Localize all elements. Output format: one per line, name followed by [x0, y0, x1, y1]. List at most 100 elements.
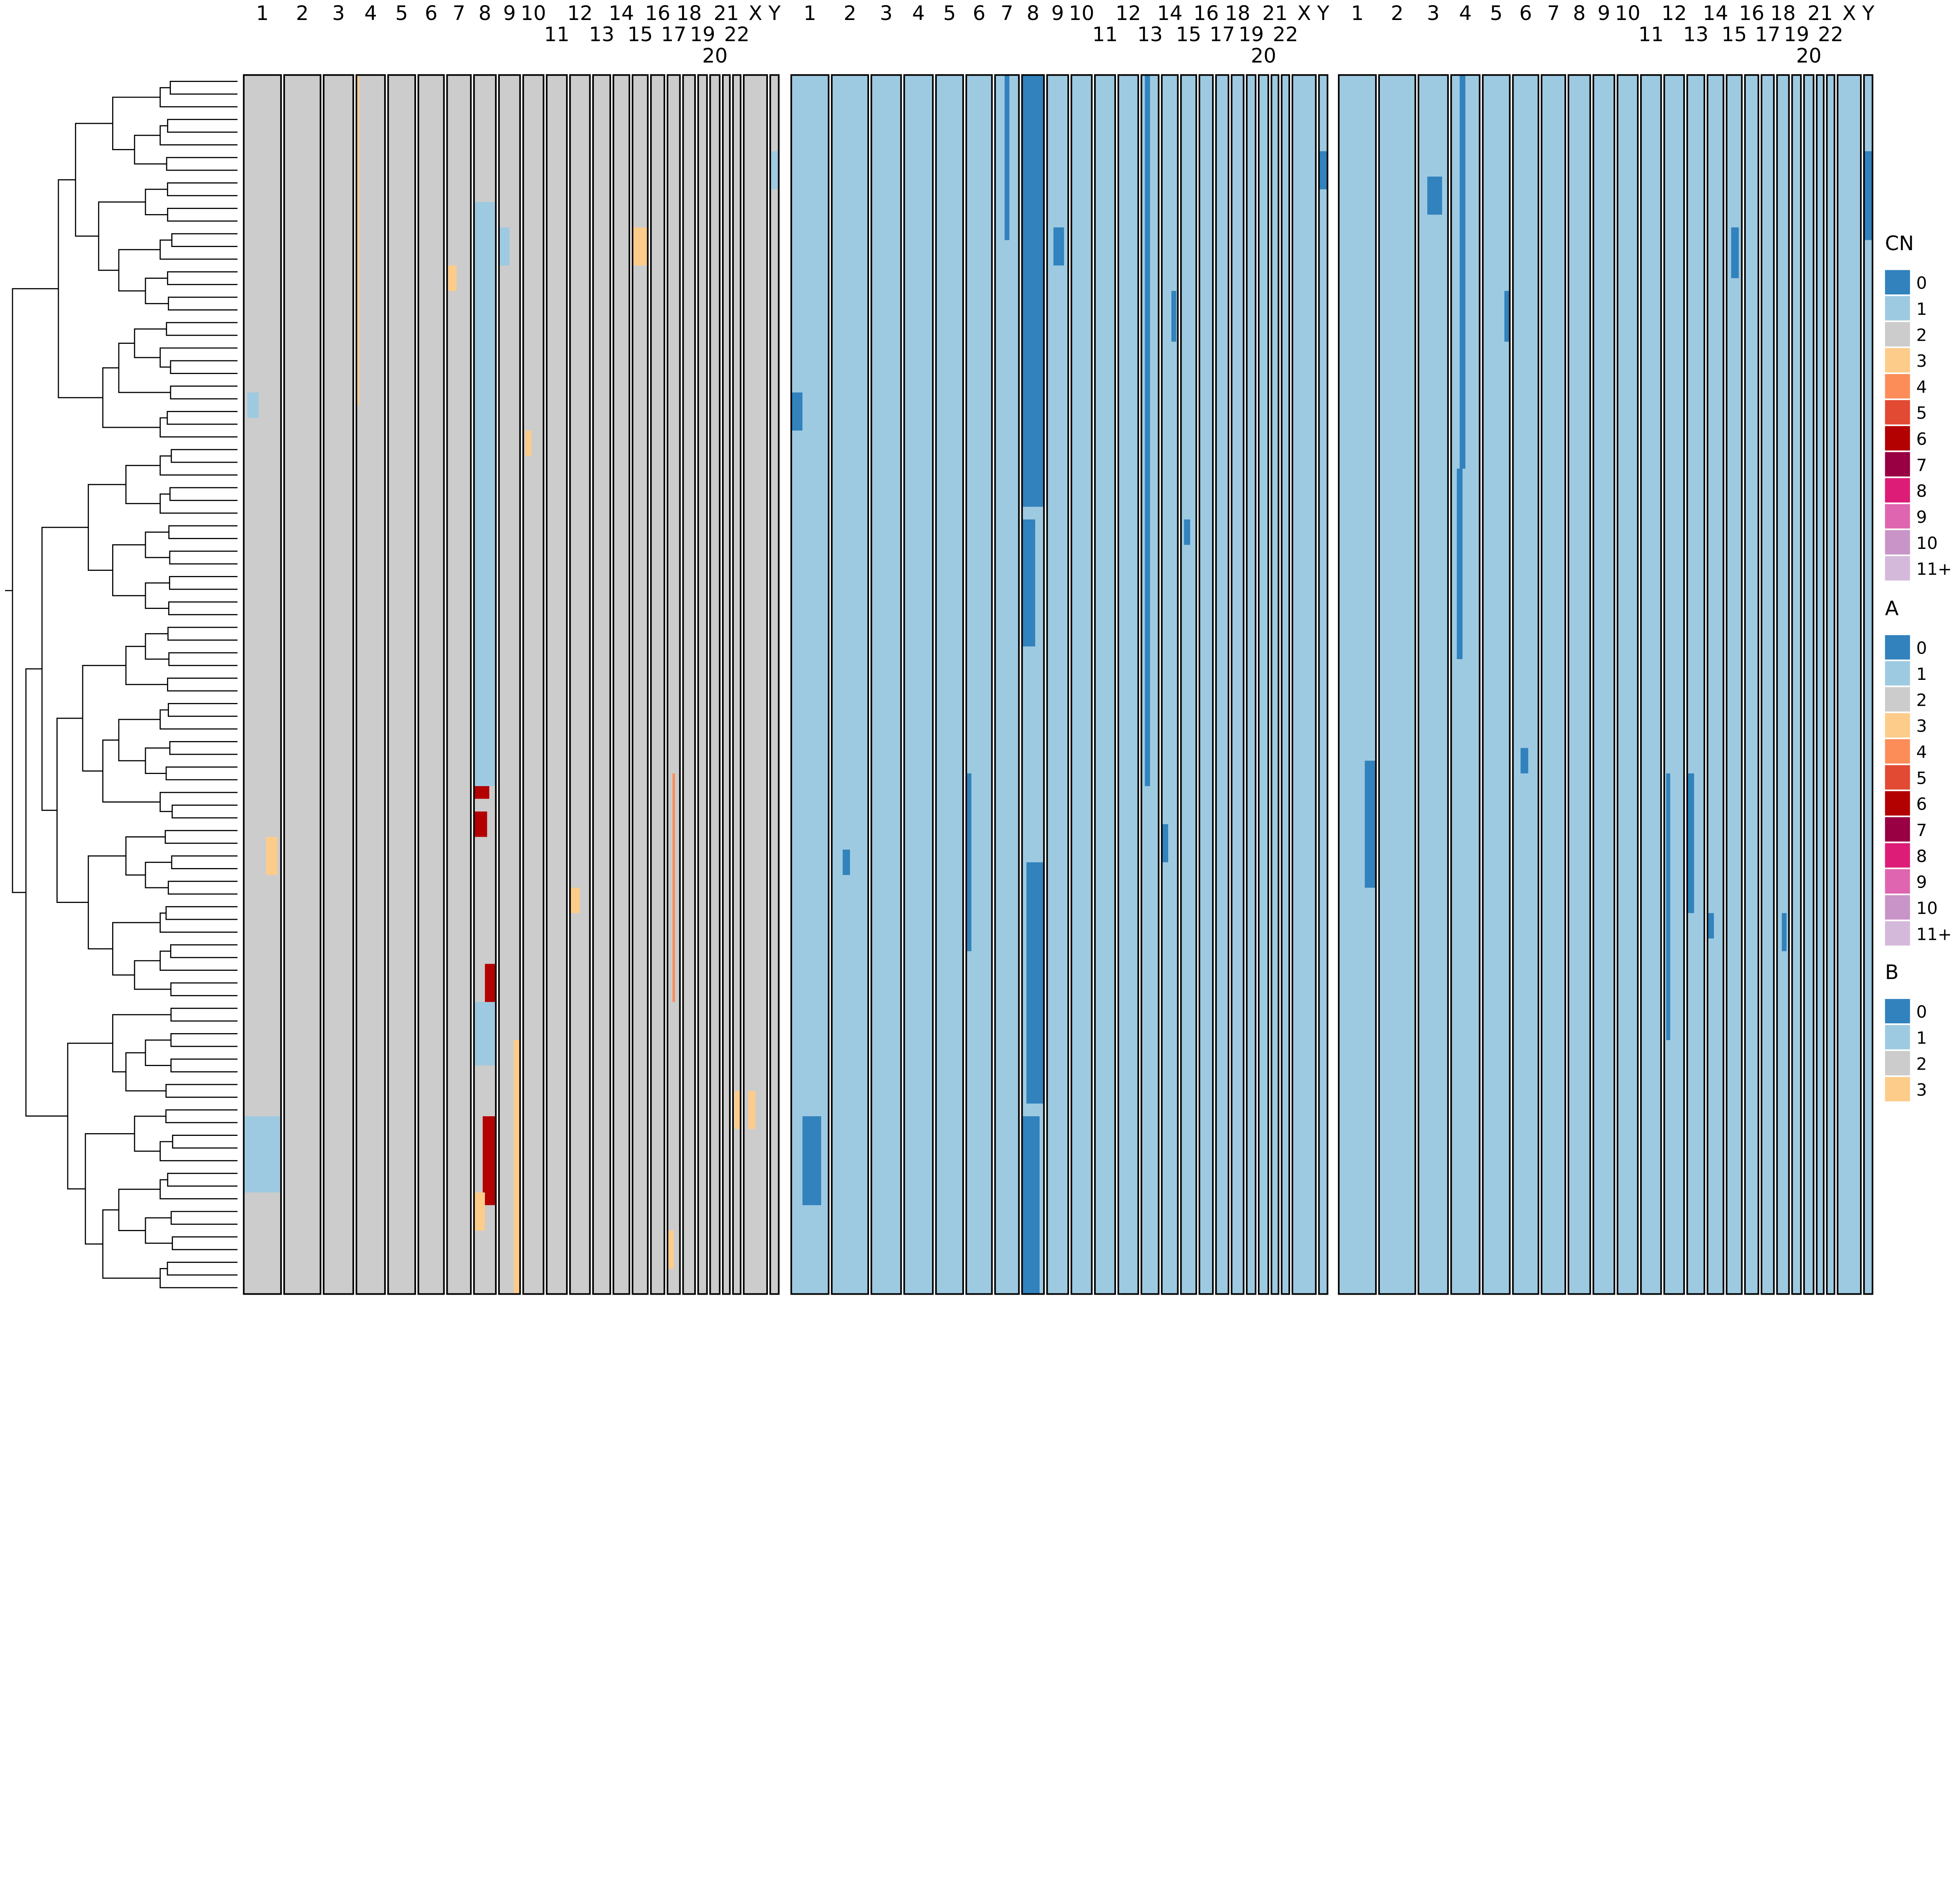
chromosome-2-background	[1379, 75, 1416, 1294]
legend-label: 11+	[1916, 925, 1952, 944]
chromosome-15-border	[1726, 74, 1743, 1295]
chromosome-X-border	[1837, 74, 1862, 1295]
chromosome-1-border	[243, 74, 282, 1295]
cn-segment	[570, 888, 580, 913]
chromosome-14-background	[1707, 75, 1724, 1294]
chromosome-label: 11	[1638, 23, 1664, 46]
dendrogram-branch	[58, 179, 103, 398]
chromosome-6-background	[1513, 75, 1539, 1294]
legend-label: 1	[1916, 300, 1927, 319]
chromosome-label: 20	[1796, 44, 1822, 67]
dendrogram-branch	[145, 278, 169, 304]
chromosome-label: 21	[1262, 2, 1288, 25]
chromosome-5-border	[935, 74, 964, 1295]
chromosome-18-background	[1777, 75, 1789, 1294]
dendrogram-branch	[87, 855, 126, 950]
dendrogram-branch	[125, 836, 165, 876]
dendrogram-branch	[172, 1236, 238, 1250]
dendrogram-branch	[41, 527, 89, 811]
chromosome-2-border	[283, 74, 321, 1295]
dendrogram-branch	[87, 484, 126, 571]
chromosome-12-border	[1663, 74, 1685, 1295]
cn-segment	[1707, 913, 1714, 939]
cn-segment	[1666, 773, 1670, 1040]
chromosome-10-background	[1071, 75, 1092, 1294]
chromosome-15-border	[1180, 74, 1197, 1295]
legend-label: 10	[1916, 534, 1938, 553]
dendrogram-branch	[160, 125, 238, 145]
dendrogram-branch	[170, 385, 238, 400]
cn-segment	[1864, 151, 1873, 240]
chromosome-label: 7	[1547, 2, 1560, 25]
chromosome-17-background	[1761, 75, 1774, 1294]
chromosome-2-background	[284, 75, 321, 1294]
dendrogram-branch	[145, 531, 170, 558]
dendrogram-branch	[125, 646, 168, 685]
dendrogram-branch	[134, 328, 167, 358]
chromosome-label: 13	[589, 23, 614, 46]
chromosome-label: 5	[943, 2, 956, 25]
chromosome-9-background	[1047, 75, 1069, 1294]
chromosome-label: X	[1842, 2, 1856, 25]
chromosome-label: 12	[1116, 2, 1141, 25]
dendrogram-branch	[12, 288, 58, 893]
chromosome-label: 4	[912, 2, 925, 25]
chromosome-13-border	[1686, 74, 1705, 1295]
chromosome-label: 3	[880, 2, 892, 25]
legend-swatch	[1885, 504, 1910, 529]
cn-segment	[474, 1002, 496, 1066]
cn-segment	[1521, 748, 1528, 774]
legend-label: 2	[1916, 325, 1927, 345]
legend-title: A	[1885, 597, 1899, 620]
cn-segment	[1022, 75, 1044, 507]
cn-segment	[672, 773, 675, 1002]
chromosome-label: 1	[256, 2, 269, 25]
chromosome-13-border	[592, 74, 611, 1295]
cn-segment	[266, 837, 278, 875]
dendrogram-branch	[160, 1268, 238, 1288]
chromosome-2-background	[831, 75, 868, 1294]
legend-swatch	[1885, 270, 1910, 294]
chromosome-19-border	[1246, 74, 1257, 1295]
chromosome-21-background	[1271, 75, 1279, 1294]
cn-segment	[966, 773, 972, 951]
cn-segment	[1026, 862, 1044, 1104]
dendrogram-branch	[67, 1043, 113, 1190]
chromosome-20-border	[709, 74, 721, 1295]
chromosome-5-background	[388, 75, 416, 1294]
legend-swatch	[1885, 921, 1910, 946]
chromosome-21-background	[722, 75, 730, 1294]
chromosome-6-background	[418, 75, 444, 1294]
legend-swatch	[1885, 843, 1910, 868]
chromosome-4-background	[356, 75, 385, 1294]
cn-segment	[667, 1230, 674, 1269]
chromosome-label: 10	[1069, 2, 1094, 25]
dendrogram-branch	[171, 855, 238, 869]
dendrogram-branch	[134, 1115, 166, 1152]
chromosome-12-background	[1664, 75, 1684, 1294]
dendrogram-branch	[167, 1173, 238, 1187]
dendrogram-branch	[160, 347, 238, 368]
legend-label: 0	[1916, 274, 1927, 293]
chromosome-label: 22	[1273, 23, 1298, 46]
chromosome-17-border	[1215, 74, 1229, 1295]
chromosome-9-border	[498, 74, 521, 1295]
chromosome-7-background	[995, 75, 1019, 1294]
chromosome-6-border	[965, 74, 993, 1295]
cn-segment	[483, 1116, 496, 1205]
legend-swatch	[1885, 635, 1910, 660]
chromosome-5-background	[1483, 75, 1510, 1294]
chromosome-X-background	[1292, 75, 1316, 1294]
chromosome-label: 11	[544, 23, 570, 46]
dendrogram-branch	[75, 123, 113, 237]
chromosome-label: 21	[713, 2, 739, 25]
dendrogram-branch	[145, 189, 168, 216]
cn-segment	[1365, 761, 1376, 888]
legend-swatch	[1885, 895, 1910, 920]
chromosome-18-background	[683, 75, 695, 1294]
chromosome-3-border	[323, 74, 354, 1295]
dendrogram-branch	[167, 411, 238, 425]
cn-segment	[1004, 75, 1009, 240]
